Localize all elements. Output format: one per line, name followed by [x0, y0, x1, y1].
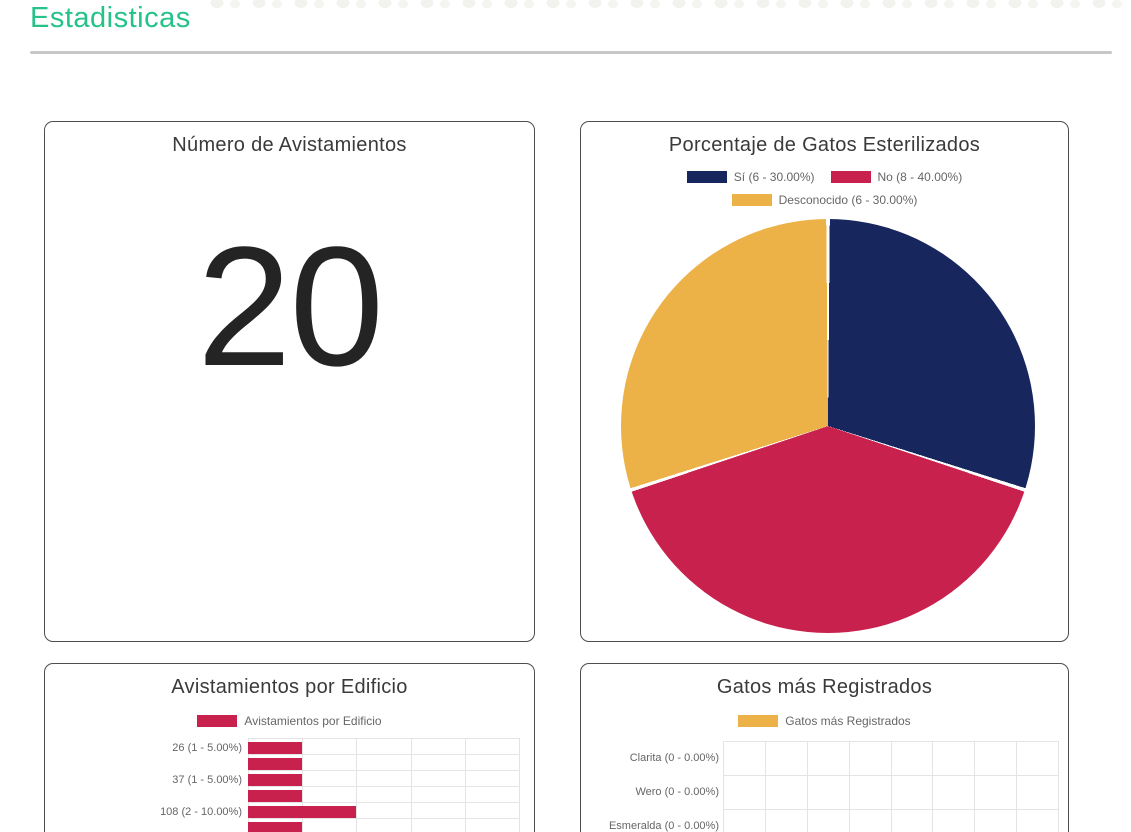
- legend-swatch-icon: [830, 171, 871, 183]
- gridline-horizontal: [723, 775, 1058, 776]
- gridline-vertical: [519, 738, 520, 832]
- y-tick-label: Clarita (0 - 0.00%): [629, 752, 719, 764]
- buildings-legend: Avistamientos por Edificio: [45, 714, 534, 728]
- gridline-horizontal: [248, 754, 519, 755]
- gridline-horizontal: [248, 802, 519, 803]
- gridline-vertical: [765, 741, 766, 832]
- cutoff-watermark-row: [205, 0, 1131, 13]
- legend-swatch-icon: [686, 171, 727, 183]
- gridline-vertical: [891, 741, 892, 832]
- sightings-card-title: Número de Avistamientos: [172, 134, 407, 156]
- cats-bar-plot[interactable]: Clarita (0 - 0.00%) Wero (0 - 0.00%) Esmer…: [609, 741, 1059, 832]
- legend-item[interactable]: Avistamientos por Edificio: [197, 714, 382, 728]
- legend-item-label: Avistamientos por Edificio: [244, 714, 382, 728]
- bar: [248, 774, 302, 786]
- gridline-vertical: [723, 741, 724, 832]
- y-tick-label: 37 (1 - 5.00%): [172, 774, 242, 786]
- bar: [248, 758, 302, 770]
- legend-swatch-icon: [731, 194, 772, 206]
- y-tick-label: 108 (2 - 10.00%): [160, 806, 242, 818]
- gridline-horizontal: [248, 738, 519, 739]
- y-tick-label: 26 (1 - 5.00%): [172, 742, 242, 754]
- gridline-vertical: [932, 741, 933, 832]
- gridline-vertical: [356, 738, 357, 832]
- gridline-vertical: [1016, 741, 1017, 832]
- legend-item[interactable]: Sí (6 - 30.00%): [686, 170, 815, 184]
- legend-item-label: No (8 - 40.00%): [877, 170, 963, 184]
- bar: [248, 806, 356, 818]
- gridline-horizontal: [248, 818, 519, 819]
- y-tick-label: Wero (0 - 0.00%): [635, 786, 719, 798]
- gridline-horizontal: [248, 770, 519, 771]
- gridline-horizontal: [248, 786, 519, 787]
- gridline-vertical: [807, 741, 808, 832]
- bar: [248, 790, 302, 802]
- gridline-vertical: [465, 738, 466, 832]
- gridline-vertical: [974, 741, 975, 832]
- gridline-horizontal: [723, 809, 1058, 810]
- legend-swatch-icon: [738, 715, 779, 727]
- sightings-count-value: 20: [196, 212, 384, 402]
- bar: [248, 822, 302, 832]
- card-sightings-count: Número de Avistamientos 20: [44, 121, 535, 642]
- legend-item-label: Gatos más Registrados: [785, 714, 911, 728]
- bar: [248, 742, 302, 754]
- gridline-vertical: [411, 738, 412, 832]
- gridline-vertical: [849, 741, 850, 832]
- gridline-vertical: [302, 738, 303, 832]
- card-sterilized-pie: Porcentaje de Gatos Esterilizados Sí (6 …: [580, 121, 1069, 642]
- legend-swatch-icon: [197, 715, 238, 727]
- legend-item-label: Sí (6 - 30.00%): [733, 170, 815, 184]
- legend-item[interactable]: Gatos más Registrados: [738, 714, 911, 728]
- title-divider: [30, 51, 1112, 54]
- legend-item[interactable]: No (8 - 40.00%): [830, 170, 963, 184]
- sterilized-card-title: Porcentaje de Gatos Esterilizados: [668, 134, 981, 156]
- buildings-card-title: Avistamientos por Edificio: [171, 676, 408, 698]
- legend-item-label: Desconocido (6 - 30.00%): [778, 193, 918, 207]
- cats-card-title: Gatos más Registrados: [716, 676, 933, 698]
- card-cats-bar: Gatos más Registrados Gatos más Registra…: [580, 663, 1069, 832]
- legend-item[interactable]: Desconocido (6 - 30.00%): [731, 193, 918, 207]
- gridline-vertical: [1058, 741, 1059, 832]
- page-title: Estadisticas: [30, 2, 191, 34]
- buildings-bar-plot[interactable]: 26 (1 - 5.00%) 37 (1 - 5.00%) 108 (2 - 10.…: [160, 738, 520, 832]
- gridline-horizontal: [723, 741, 1058, 742]
- sterilized-pie-legend: Sí (6 - 30.00%) No (8 - 40.00%) Desconocid…: [581, 170, 1068, 207]
- y-tick-label: Esmeralda (0 - 0.00%): [608, 820, 719, 832]
- sterilized-pie-chart[interactable]: [621, 219, 1035, 633]
- cats-legend: Gatos más Registrados: [581, 714, 1068, 728]
- card-buildings-bar: Avistamientos por Edificio Avistamientos…: [44, 663, 535, 832]
